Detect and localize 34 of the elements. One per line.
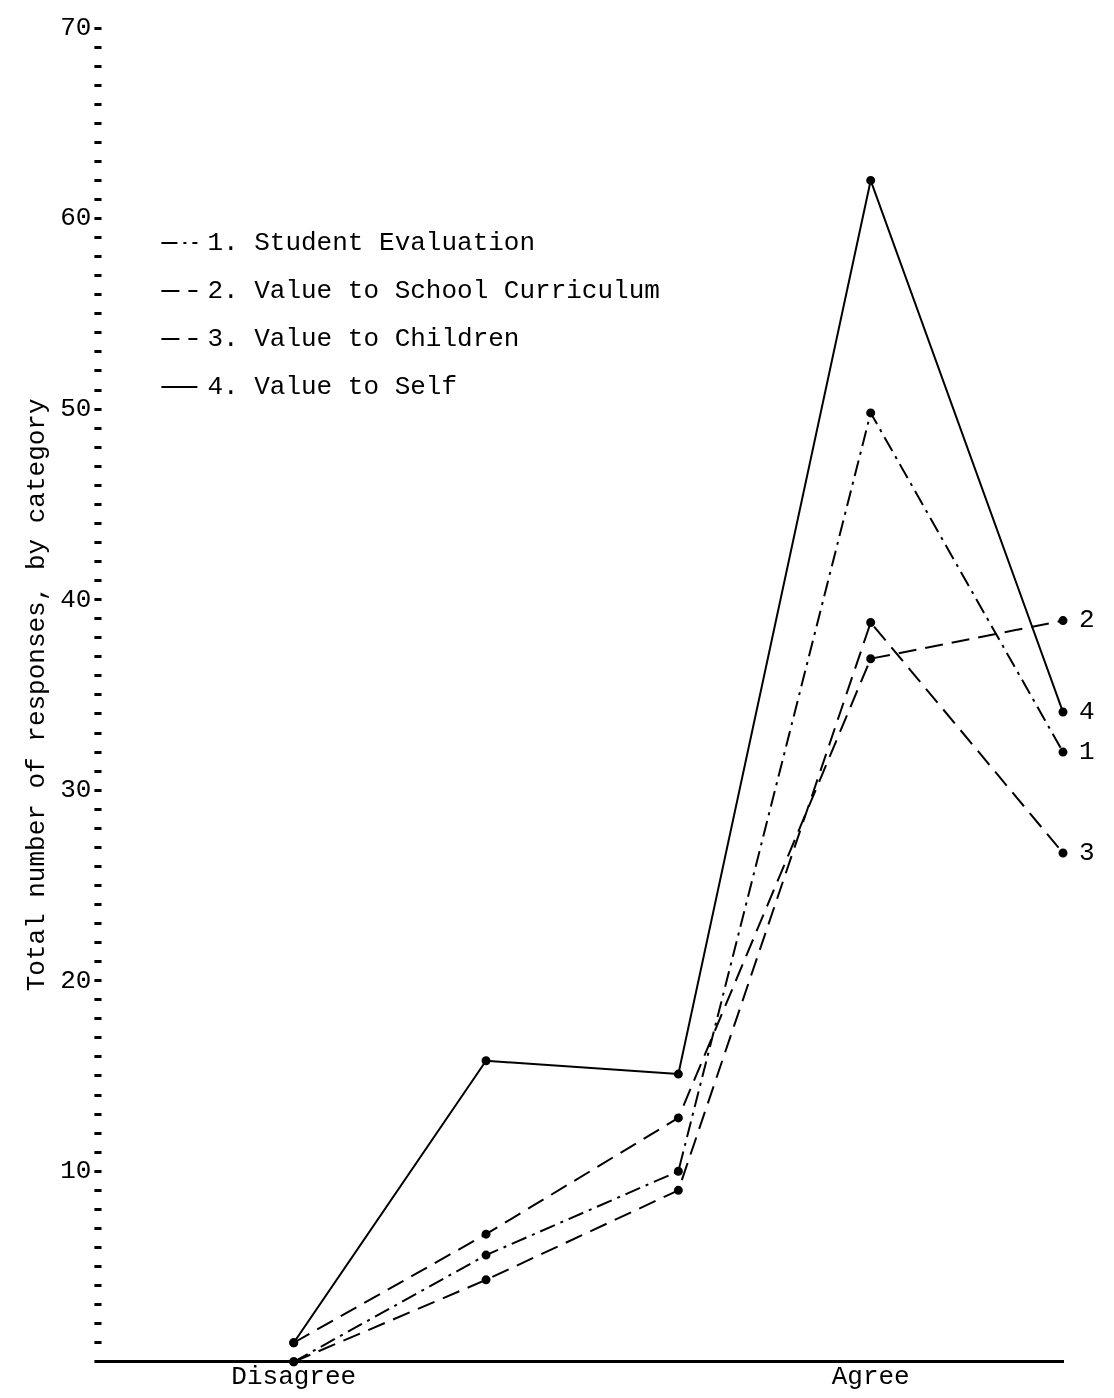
- point: [481, 1229, 491, 1239]
- y-axis-title: Total number of responses, by category: [22, 398, 53, 992]
- point: [866, 617, 876, 627]
- text: 2: [1079, 605, 1095, 636]
- point: [1058, 616, 1068, 626]
- point: [1058, 707, 1068, 717]
- y-tick-label: 10: [60, 1156, 92, 1187]
- y-tick-label: 70: [60, 12, 92, 43]
- point: [481, 1056, 491, 1066]
- point: [1058, 747, 1068, 757]
- y-tick-label: 60: [60, 203, 92, 234]
- point: [866, 175, 876, 185]
- point: [481, 1275, 491, 1285]
- legend-label: 3. Value to Children: [207, 323, 520, 354]
- point: [481, 1250, 491, 1260]
- text: 1: [1079, 736, 1095, 767]
- legend-label: 2. Value to School Curriculum: [207, 275, 660, 306]
- point: [673, 1113, 683, 1123]
- x-tick-label: Disagree: [231, 1362, 357, 1393]
- point: [673, 1166, 683, 1176]
- y-tick-label: 40: [60, 584, 92, 615]
- point: [1058, 848, 1068, 858]
- point: [866, 654, 876, 664]
- legend-label: 1. Student Evaluation: [207, 227, 536, 258]
- y-tick-label: 30: [60, 775, 92, 806]
- y-tick-label: 50: [60, 393, 92, 424]
- y-tick-label: 20: [60, 965, 92, 996]
- text: 4: [1079, 696, 1095, 727]
- point: [673, 1069, 683, 1079]
- text: 3: [1079, 837, 1095, 868]
- x-tick-label: Agree: [831, 1362, 910, 1393]
- point: [866, 408, 876, 418]
- point: [673, 1185, 683, 1195]
- legend-label: 4. Value to Self: [207, 371, 458, 402]
